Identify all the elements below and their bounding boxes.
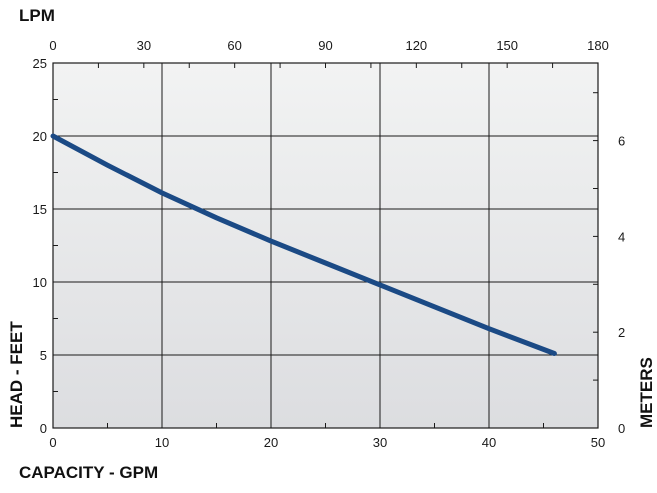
y-tick-label: 0: [40, 421, 47, 436]
x-tick-label: 0: [49, 435, 56, 450]
x2-tick-label: 60: [227, 38, 241, 53]
grid-lines: [53, 63, 598, 428]
y-tick-label: 20: [33, 129, 47, 144]
x2-tick-label: 120: [405, 38, 427, 53]
y-tick-label: 25: [33, 56, 47, 71]
x-tick-label: 50: [591, 435, 605, 450]
y2-tick-label: 6: [618, 134, 625, 149]
plot-frame: [52, 62, 599, 429]
x2-tick-label: 30: [137, 38, 151, 53]
x2-tick-label: 180: [587, 38, 609, 53]
top-axis-title: LPM: [19, 6, 55, 25]
y2-tick-label: 4: [618, 229, 625, 244]
x2-tick-label: 90: [318, 38, 332, 53]
y-tick-label: 5: [40, 348, 47, 363]
x-tick-label: 20: [264, 435, 278, 450]
plot-area: [53, 63, 598, 428]
bottom-axis-title: CAPACITY - GPM: [19, 463, 158, 482]
left-axis-title: HEAD - FEET: [7, 321, 26, 428]
x-tick-label: 40: [482, 435, 496, 450]
y-tick-label: 15: [33, 202, 47, 217]
x2-tick-label: 0: [49, 38, 56, 53]
pump-curve-line: [50, 133, 557, 356]
minor-ticks: [52, 62, 599, 429]
y2-tick-label: 0: [618, 421, 625, 436]
x2-tick-label: 150: [496, 38, 518, 53]
x-tick-label: 30: [373, 435, 387, 450]
x-tick-label: 10: [155, 435, 169, 450]
y2-tick-label: 2: [618, 325, 625, 340]
right-axis-title: METERS: [637, 357, 656, 428]
y-tick-label: 10: [33, 275, 47, 290]
